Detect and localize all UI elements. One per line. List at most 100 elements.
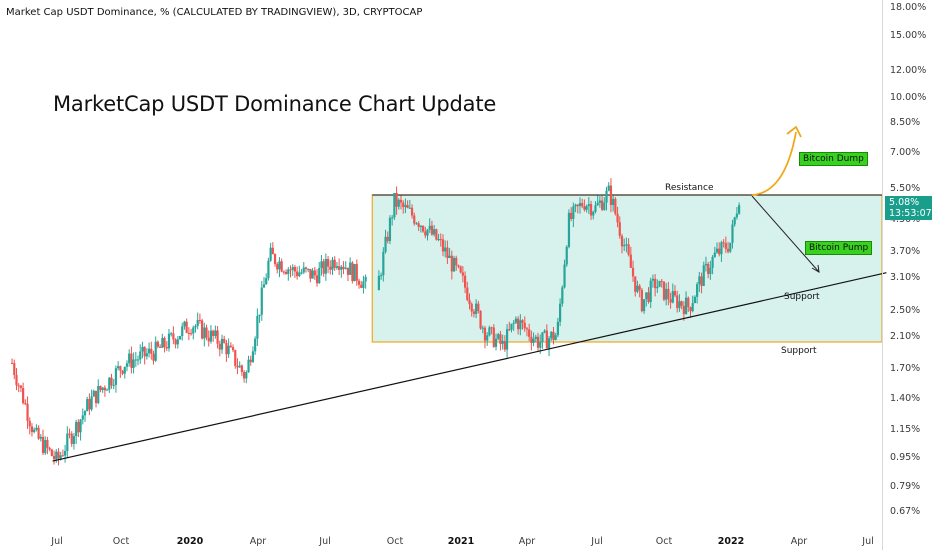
candle	[689, 306, 692, 318]
candle-body	[75, 421, 78, 437]
candle	[382, 247, 385, 282]
candle	[33, 427, 36, 434]
candle-body	[682, 305, 685, 315]
candle-body	[517, 318, 520, 330]
candle-body	[399, 199, 403, 203]
candle	[724, 236, 727, 253]
time-axis-tick: Jul	[50, 536, 62, 547]
candle-body	[192, 327, 195, 334]
current-price-tag: 5.08% 13:53:07	[885, 196, 932, 220]
candle-body	[298, 272, 301, 277]
candle	[614, 197, 617, 216]
candle-body	[676, 295, 679, 309]
price-axis-tick: 0.67%	[890, 506, 920, 517]
candle-body	[388, 217, 392, 242]
candle-body	[627, 244, 630, 255]
trendlines-layer	[52, 125, 887, 462]
candle	[61, 449, 64, 457]
candle	[726, 241, 730, 254]
candle-body	[234, 350, 237, 366]
candle	[556, 317, 559, 338]
candle	[470, 302, 473, 317]
candle	[488, 325, 491, 337]
candle-body	[351, 262, 354, 282]
candle	[682, 301, 685, 321]
candle-body	[667, 288, 670, 300]
bar-countdown: 13:53:07	[889, 208, 932, 219]
candle	[638, 283, 641, 298]
candle	[196, 312, 199, 330]
bitcoin-pump-arrow	[751, 195, 820, 273]
candle	[296, 266, 299, 280]
candle	[143, 346, 146, 365]
candle	[605, 186, 608, 211]
candle	[594, 201, 597, 214]
candle	[554, 332, 557, 341]
candle-body	[201, 320, 204, 339]
candle	[207, 330, 210, 347]
candle	[77, 419, 80, 438]
candle-body	[477, 303, 480, 312]
candle-body	[735, 213, 738, 218]
time-axis-tick: Apr	[250, 536, 267, 547]
candle	[315, 269, 319, 287]
candle-body	[260, 287, 263, 315]
candle	[426, 229, 429, 241]
candle	[654, 274, 657, 297]
candle	[587, 196, 590, 215]
candle-body	[724, 243, 727, 249]
candle	[662, 281, 666, 302]
candle	[227, 338, 230, 358]
candle	[114, 365, 118, 393]
time-axis-tick: Apr	[791, 536, 808, 547]
candle-body	[196, 320, 199, 327]
candle	[342, 261, 345, 275]
candle	[203, 322, 206, 347]
candle	[435, 228, 438, 241]
candle	[733, 216, 736, 227]
candle-body	[709, 267, 712, 274]
candle	[229, 342, 232, 348]
candle	[530, 330, 533, 351]
candle-body	[596, 202, 599, 206]
candle-body	[313, 270, 316, 276]
price-axis-tick: 8.50%	[890, 117, 920, 128]
candle	[234, 349, 237, 369]
candle	[715, 242, 719, 254]
time-axis-tick: Jul	[318, 536, 330, 547]
candle-body	[324, 258, 327, 274]
candle-body	[22, 387, 25, 404]
candle	[344, 261, 347, 270]
consolidation-zone	[371, 194, 883, 343]
candle	[698, 271, 701, 293]
candle	[707, 261, 710, 279]
candle-body	[731, 224, 734, 243]
candle-body	[17, 385, 20, 387]
candle	[722, 239, 725, 248]
candle-body	[720, 242, 723, 255]
candle	[351, 261, 354, 284]
candle	[81, 408, 84, 425]
candle	[651, 274, 655, 288]
candle	[150, 341, 153, 360]
candle	[103, 385, 106, 397]
price-axis-tick: 0.95%	[890, 452, 920, 463]
candle-body	[329, 266, 332, 270]
candle	[256, 308, 259, 346]
candle-body	[594, 205, 597, 212]
candle-body	[696, 284, 699, 297]
candle-body	[638, 285, 641, 290]
candle-body	[618, 222, 621, 236]
candle	[536, 332, 540, 352]
candle	[110, 373, 113, 389]
support-trendline	[52, 272, 887, 462]
candle	[28, 417, 31, 435]
candle	[448, 248, 451, 259]
candle	[329, 260, 332, 275]
candle	[72, 432, 76, 450]
candle	[311, 267, 314, 279]
candle-body	[406, 205, 409, 208]
candle-body	[174, 339, 177, 345]
candle	[565, 245, 568, 267]
candle	[278, 257, 281, 278]
